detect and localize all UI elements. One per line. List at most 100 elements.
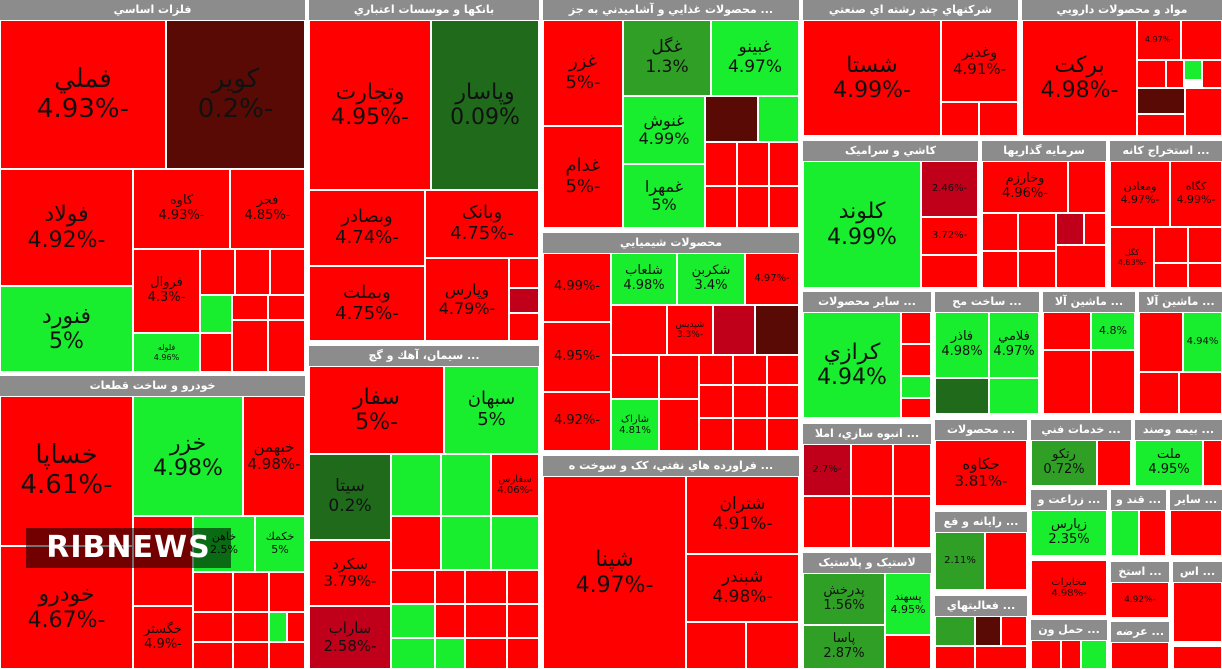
- tile-small[interactable]: [982, 251, 1018, 288]
- tile-small[interactable]: [733, 385, 767, 418]
- tile-small[interactable]: [1139, 372, 1179, 414]
- tile-small[interactable]: [269, 572, 305, 612]
- tile-shpena[interactable]: شپنا -4.97%: [543, 476, 686, 669]
- tile-small[interactable]: [1018, 251, 1056, 288]
- tile-small[interactable]: [193, 572, 233, 612]
- tile-small[interactable]: [465, 570, 507, 604]
- tile-small[interactable]: [982, 213, 1018, 251]
- tile-small[interactable]: [1137, 114, 1185, 136]
- tile-ghazar[interactable]: غزر -5%: [543, 20, 623, 126]
- tile-small[interactable]: [1137, 60, 1166, 88]
- tile-shtran[interactable]: شتران -4.91%: [686, 476, 799, 554]
- tile-vkharazm[interactable]: وخارزم -4.96%: [982, 161, 1068, 213]
- tile-small[interactable]: [1188, 227, 1222, 263]
- tile-falooleh[interactable]: فلوله 4.96%: [133, 333, 200, 372]
- tile-small[interactable]: -3.72%: [921, 217, 978, 255]
- tile-small[interactable]: [705, 186, 737, 228]
- tile-sita[interactable]: سيتا 0.2%: [309, 454, 391, 540]
- tile-kalvand[interactable]: كلوند 4.99%: [803, 161, 921, 288]
- tile-small[interactable]: [705, 96, 758, 142]
- tile-small[interactable]: [1001, 616, 1027, 646]
- tile-small[interactable]: [200, 333, 232, 372]
- tile-sfars[interactable]: سفارس -4.06%: [491, 454, 539, 516]
- tile-small[interactable]: [233, 572, 269, 612]
- tile-small[interactable]: -4.97%: [1137, 20, 1181, 60]
- tile-famli[interactable]: فملي -4.93%: [0, 20, 166, 169]
- tile-vghadir[interactable]: وغدير -4.91%: [941, 20, 1018, 102]
- tile-kgaah[interactable]: كگاه -4.99%: [1170, 161, 1222, 227]
- tile-small[interactable]: [1043, 350, 1091, 414]
- tile-small[interactable]: [1173, 582, 1222, 642]
- tile-shlaab[interactable]: شلعاب 4.98%: [611, 253, 677, 305]
- tile-small[interactable]: [803, 496, 851, 548]
- tile-khbahman[interactable]: خبهمن -4.98%: [243, 396, 305, 516]
- tile-small[interactable]: [435, 604, 465, 638]
- tile-khazar[interactable]: خزر 4.98%: [133, 396, 243, 516]
- tile-ghdam[interactable]: غدام -5%: [543, 126, 623, 228]
- tile-small[interactable]: [1097, 440, 1131, 486]
- tile-small[interactable]: [737, 186, 769, 228]
- tile-small[interactable]: -2.46%: [921, 161, 978, 217]
- tile-small[interactable]: [733, 418, 767, 451]
- tile-small[interactable]: [699, 418, 733, 451]
- tile-small[interactable]: [1061, 640, 1081, 669]
- tile-ghbino[interactable]: غبينو 4.97%: [711, 20, 799, 96]
- tile-sharak[interactable]: شاراک 4.81%: [611, 399, 659, 451]
- tile-small[interactable]: [232, 320, 268, 372]
- tile-small[interactable]: [1185, 88, 1222, 136]
- tile-small[interactable]: [287, 612, 305, 642]
- tile-small[interactable]: [767, 385, 799, 418]
- tile-small[interactable]: [232, 295, 268, 320]
- tile-small[interactable]: [1137, 88, 1185, 114]
- tile-small[interactable]: [1111, 510, 1139, 556]
- tile-ghmahra[interactable]: غمهرا 5%: [623, 164, 705, 228]
- tile-khkamak[interactable]: خكمك 5%: [255, 516, 305, 572]
- tile-small[interactable]: [767, 355, 799, 385]
- tile-small[interactable]: [233, 642, 269, 669]
- tile-small[interactable]: [1181, 20, 1222, 60]
- tile-small[interactable]: [611, 305, 667, 355]
- tile-small[interactable]: [851, 444, 893, 496]
- tile-vtejarat[interactable]: وتجارت -4.95%: [309, 20, 431, 190]
- tile-small[interactable]: [269, 612, 287, 642]
- tile-small[interactable]: [737, 142, 769, 186]
- tile-small[interactable]: [1184, 60, 1202, 80]
- tile-barkat[interactable]: بركت -4.98%: [1022, 20, 1137, 136]
- tile-small[interactable]: [465, 604, 507, 638]
- tile-small[interactable]: [1154, 227, 1188, 263]
- tile-small[interactable]: [699, 355, 733, 385]
- tile-faazar[interactable]: فاذر 4.98%: [935, 312, 989, 378]
- tile-small[interactable]: [441, 516, 491, 570]
- tile-small[interactable]: [893, 496, 931, 548]
- tile-small[interactable]: [1081, 640, 1107, 669]
- tile-small[interactable]: [769, 186, 799, 228]
- tile-small[interactable]: [1154, 263, 1188, 288]
- tile-small[interactable]: 4.8%: [1091, 312, 1135, 350]
- tile-small[interactable]: [509, 313, 539, 341]
- tile-small[interactable]: [1139, 312, 1183, 372]
- tile-small[interactable]: [391, 570, 435, 604]
- tile-small[interactable]: [391, 516, 441, 570]
- tile-small[interactable]: [435, 570, 465, 604]
- tile-small[interactable]: [1166, 60, 1184, 88]
- tile-mellat[interactable]: ملت 4.95%: [1135, 440, 1203, 486]
- tile-sbahan[interactable]: سبهان 5%: [444, 366, 539, 454]
- tile-vbsader[interactable]: وبصادر -4.74%: [309, 190, 425, 266]
- tile-small[interactable]: [611, 355, 659, 399]
- tile-small[interactable]: [270, 249, 305, 295]
- tile-small[interactable]: [1173, 646, 1222, 669]
- tile-small[interactable]: [509, 288, 539, 313]
- tile-small[interactable]: [901, 344, 931, 376]
- tile-small[interactable]: [746, 622, 799, 669]
- tile-kgol[interactable]: كگل -4.83%: [1110, 227, 1154, 288]
- tile-kaveh[interactable]: كاوه -4.93%: [133, 169, 230, 249]
- tile-small[interactable]: [193, 642, 233, 669]
- tile-small[interactable]: [233, 612, 269, 642]
- tile-small[interactable]: [391, 604, 435, 638]
- tile-shasta[interactable]: شستا -4.99%: [803, 20, 941, 136]
- tile-small[interactable]: [975, 646, 1027, 669]
- tile-small[interactable]: [507, 570, 539, 604]
- tile-ghnoosh[interactable]: غنوش 4.99%: [623, 96, 705, 164]
- tile-kerazi[interactable]: كرازي 4.94%: [803, 312, 901, 418]
- tile-small[interactable]: [1139, 510, 1166, 556]
